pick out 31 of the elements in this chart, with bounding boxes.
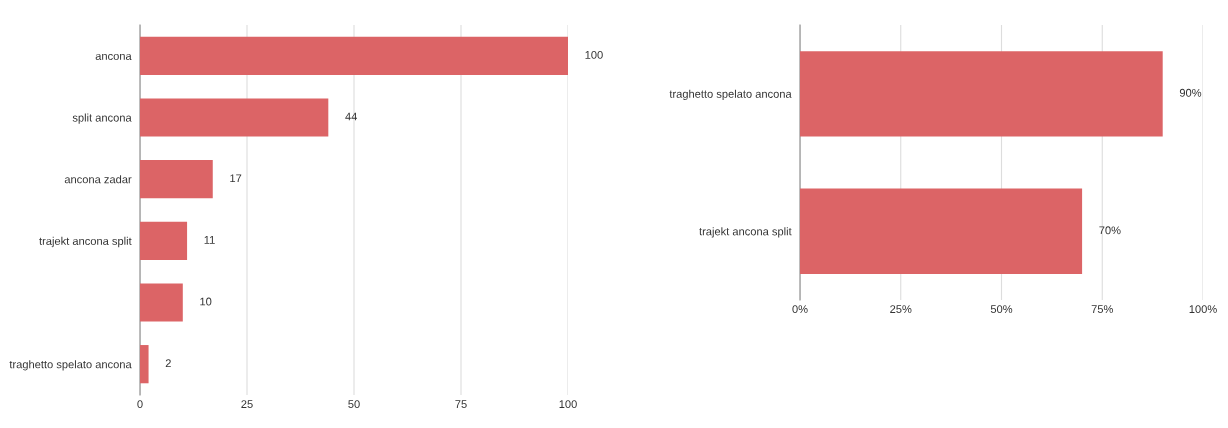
bar (140, 160, 213, 199)
x-tick-label: 100 (559, 400, 577, 409)
x-tick-label: 25% (890, 305, 912, 314)
data-label: 100 (585, 50, 603, 59)
x-tick-label: 0 (137, 400, 143, 409)
y-tick-label: traghetto spelato ancona (669, 89, 792, 101)
x-tick-label: 50% (990, 305, 1013, 314)
y-tick-label: traghetto spelato ancona (9, 360, 132, 371)
bar (140, 98, 329, 137)
x-tick-label: 0% (792, 305, 808, 314)
data-label: 10 (200, 297, 212, 306)
data-label: 70% (1099, 226, 1121, 235)
y-tick-label: ancona (95, 53, 132, 60)
data-label: 17 (230, 174, 242, 183)
x-tick-label: 25 (241, 400, 253, 409)
y-tick-label: split ancona (72, 113, 132, 124)
bar (140, 283, 183, 322)
y-tick-label: ancona zadar (64, 175, 132, 184)
x-tick-label: 75 (455, 400, 467, 409)
x-tick-label: 100% (1189, 305, 1217, 314)
bar (140, 221, 188, 260)
x-tick-label: 50 (348, 400, 360, 409)
bar (140, 345, 149, 384)
y-tick-label: trajekt ancona split (699, 227, 792, 238)
data-label: 11 (204, 236, 215, 244)
data-label: 2 (165, 359, 171, 368)
bar (140, 36, 568, 75)
x-tick-label: 75% (1091, 305, 1113, 314)
data-label: 90% (1179, 88, 1202, 97)
data-label: 44 (345, 112, 358, 121)
y-tick-label: trajekt ancona split (39, 236, 132, 248)
